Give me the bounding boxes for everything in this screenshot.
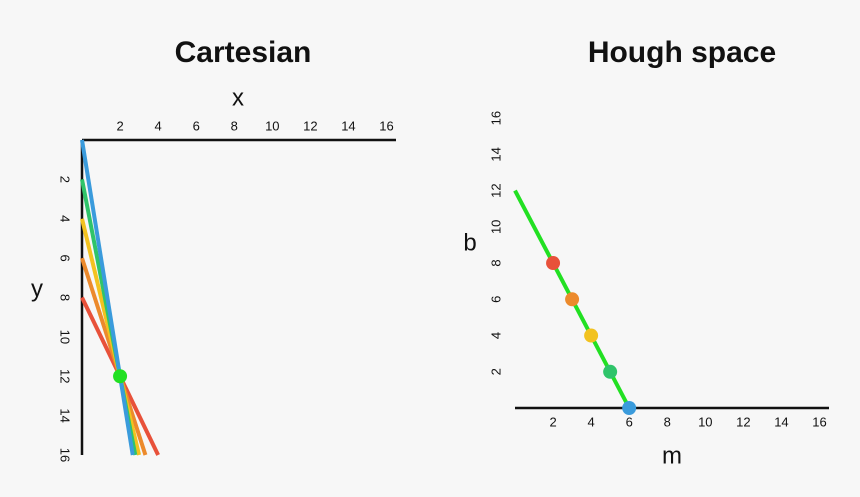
y-tick-label: 6 [488, 296, 503, 303]
line [80, 139, 135, 456]
point [603, 364, 618, 379]
x-tick-label: 14 [774, 414, 788, 429]
y-tick-label: 8 [58, 294, 73, 301]
x-tick-label: 16 [379, 118, 393, 133]
y-tick-label: 10 [488, 220, 503, 234]
x-axis-label: m [662, 442, 682, 469]
y-tick-label: 16 [488, 111, 503, 125]
y-tick-label: 4 [488, 332, 503, 339]
x-tick-label: 6 [626, 414, 633, 429]
x-tick-label: 8 [231, 118, 238, 133]
x-tick-label: 6 [193, 118, 200, 133]
y-axis-label: y [31, 275, 43, 302]
x-tick-label: 4 [155, 118, 162, 133]
x-tick-label: 10 [265, 118, 279, 133]
y-tick-label: 14 [58, 408, 73, 422]
x-tick-label: 8 [664, 414, 671, 429]
chart-title: Hough space [588, 36, 776, 69]
y-tick-label: 12 [58, 369, 73, 383]
point [546, 256, 561, 271]
x-tick-label: 2 [549, 414, 556, 429]
x-tick-label: 4 [588, 414, 595, 429]
y-tick-label: 2 [488, 368, 503, 375]
x-tick-label: 10 [698, 414, 712, 429]
y-tick-label: 12 [488, 183, 503, 197]
point [622, 401, 637, 415]
y-axis-label: b [463, 229, 476, 256]
y-tick-label: 6 [58, 255, 73, 262]
y-tick-label: 2 [58, 176, 73, 183]
x-tick-label: 12 [736, 414, 750, 429]
y-tick-label: 4 [58, 215, 73, 222]
intersection-point [113, 369, 128, 384]
y-tick-label: 10 [58, 330, 73, 344]
chart-title: Cartesian [175, 36, 312, 69]
point [565, 292, 580, 307]
y-tick-label: 8 [488, 259, 503, 266]
point [584, 328, 599, 343]
x-tick-label: 16 [812, 414, 826, 429]
y-tick-label: 14 [488, 147, 503, 161]
x-axis-label: x [232, 84, 244, 111]
x-tick-label: 12 [303, 118, 317, 133]
x-tick-label: 2 [116, 118, 123, 133]
x-tick-label: 14 [341, 118, 355, 133]
y-tick-label: 16 [58, 448, 73, 462]
